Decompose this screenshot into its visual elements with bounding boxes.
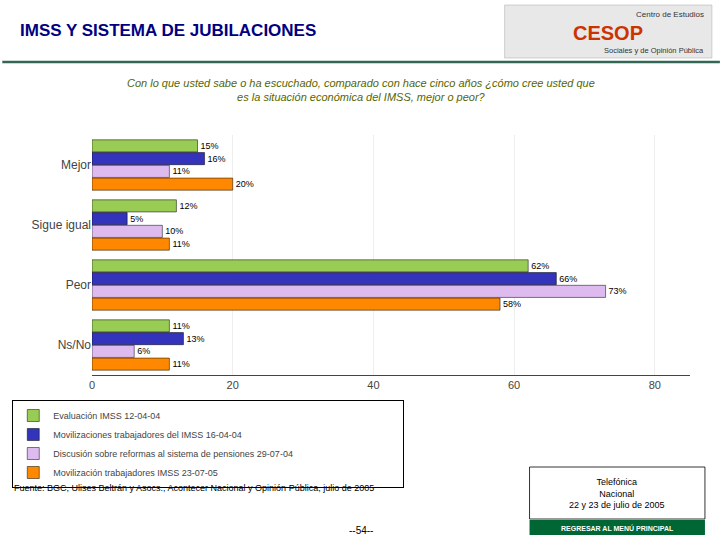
svg-text:6%: 6% xyxy=(137,346,150,356)
svg-text:11%: 11% xyxy=(172,359,189,369)
svg-text:Mejor: Mejor xyxy=(61,158,91,172)
svg-text:58%: 58% xyxy=(503,299,521,309)
svg-text:Discusión sobre reformas al si: Discusión sobre reformas al sistema de p… xyxy=(53,449,293,459)
svg-text:66%: 66% xyxy=(559,274,577,284)
svg-text:16%: 16% xyxy=(208,154,226,164)
svg-text:Sociales y de Opinión Pública: Sociales y de Opinión Pública xyxy=(604,46,704,55)
svg-text:Peor: Peor xyxy=(66,278,91,292)
svg-text:Evaluación IMSS 12-04-04: Evaluación IMSS 12-04-04 xyxy=(53,411,160,421)
svg-text:13%: 13% xyxy=(186,334,204,344)
svg-text:Sigue igual: Sigue igual xyxy=(32,218,91,232)
svg-text:Movilización trabajadores IMSS: Movilización trabajadores IMSS 23-07-05 xyxy=(53,468,218,478)
svg-text:5%: 5% xyxy=(130,214,143,224)
svg-text:20%: 20% xyxy=(236,179,254,189)
svg-text:60: 60 xyxy=(508,379,520,391)
svg-text:20: 20 xyxy=(227,379,239,391)
svg-text:IMSS Y SISTEMA DE JUBILACIONES: IMSS Y SISTEMA DE JUBILACIONES xyxy=(20,21,316,40)
svg-text:15%: 15% xyxy=(201,141,219,151)
svg-text:62%: 62% xyxy=(531,261,549,271)
svg-text:10%: 10% xyxy=(165,226,183,236)
svg-text:12%: 12% xyxy=(179,201,197,211)
svg-text:Ns/No: Ns/No xyxy=(58,338,92,352)
svg-text:CESOP: CESOP xyxy=(573,22,643,44)
svg-text:0: 0 xyxy=(89,379,95,391)
svg-text:80: 80 xyxy=(649,379,661,391)
svg-text:Centro de Estudios: Centro de Estudios xyxy=(636,10,704,19)
svg-text:REGRESAR AL MENÚ PRINCIPAL: REGRESAR AL MENÚ PRINCIPAL xyxy=(561,524,674,532)
svg-text:--54--: --54-- xyxy=(349,525,373,536)
svg-text:TelefónicaNacional22 y 23 de j: TelefónicaNacional22 y 23 de julio de 20… xyxy=(569,477,665,510)
svg-text:73%: 73% xyxy=(609,286,627,296)
svg-text:Fuente: BGC, Ulises Beltrán y: Fuente: BGC, Ulises Beltrán y Asocs., Ac… xyxy=(14,483,374,493)
svg-text:11%: 11% xyxy=(172,239,189,249)
svg-text:Con lo que usted sabe o ha esc: Con lo que usted sabe o ha escuchado, co… xyxy=(127,77,595,103)
svg-text:11%: 11% xyxy=(172,166,189,176)
svg-text:Movilizaciones trabajadores de: Movilizaciones trabajadores del IMSS 16-… xyxy=(53,430,242,440)
svg-text:40: 40 xyxy=(367,379,379,391)
svg-text:11%: 11% xyxy=(172,321,189,331)
